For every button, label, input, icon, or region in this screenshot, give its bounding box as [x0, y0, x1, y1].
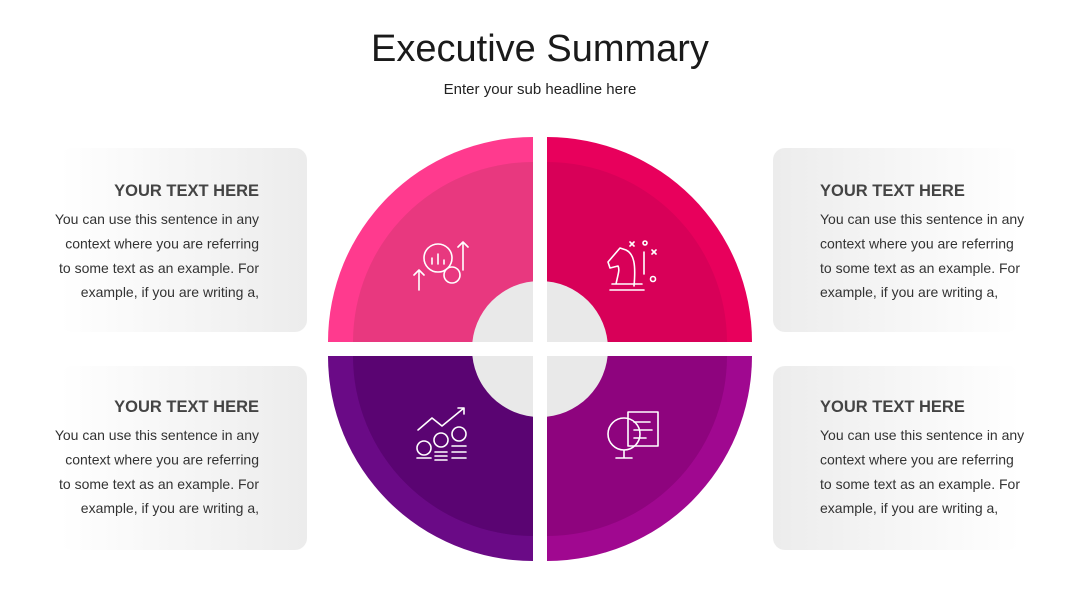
text-box [60, 366, 307, 550]
box-text: to some text as an example. For [59, 260, 259, 276]
divider [460, 342, 620, 356]
box-text: You can use this sentence in any [820, 427, 1024, 443]
box-text: to some text as an example. For [820, 260, 1020, 276]
box-title: YOUR TEXT HERE [114, 182, 259, 200]
box-text: You can use this sentence in any [820, 211, 1024, 227]
icon-strategy [607, 240, 657, 291]
box-text: to some text as an example. For [59, 476, 259, 492]
subtitle: Enter your sub headline here [444, 81, 637, 98]
box-text: You can use this sentence in any [55, 211, 259, 227]
box-text: You can use this sentence in any [55, 427, 259, 443]
box-text: context where you are referring [820, 451, 1014, 467]
text-box [773, 148, 1020, 332]
title: Executive Summary [371, 28, 709, 70]
quadrant [547, 137, 752, 342]
box-title: YOUR TEXT HERE [820, 398, 965, 416]
box-title: YOUR TEXT HERE [820, 182, 965, 200]
box-text: example, if you are writing a, [81, 500, 259, 516]
quadrant [328, 137, 533, 342]
icon-tech [607, 411, 659, 459]
icon-analytics [413, 241, 469, 291]
box-text: context where you are referring [65, 451, 259, 467]
box-text: context where you are referring [65, 235, 259, 251]
text-box [773, 366, 1020, 550]
box-text: to some text as an example. For [820, 476, 1020, 492]
box-text: example, if you are writing a, [81, 284, 259, 300]
icon-growth [416, 407, 467, 461]
box-title: YOUR TEXT HERE [114, 398, 259, 416]
box-text: example, if you are writing a, [820, 500, 998, 516]
text-box [60, 148, 307, 332]
box-text: context where you are referring [820, 235, 1014, 251]
box-text: example, if you are writing a, [820, 284, 998, 300]
